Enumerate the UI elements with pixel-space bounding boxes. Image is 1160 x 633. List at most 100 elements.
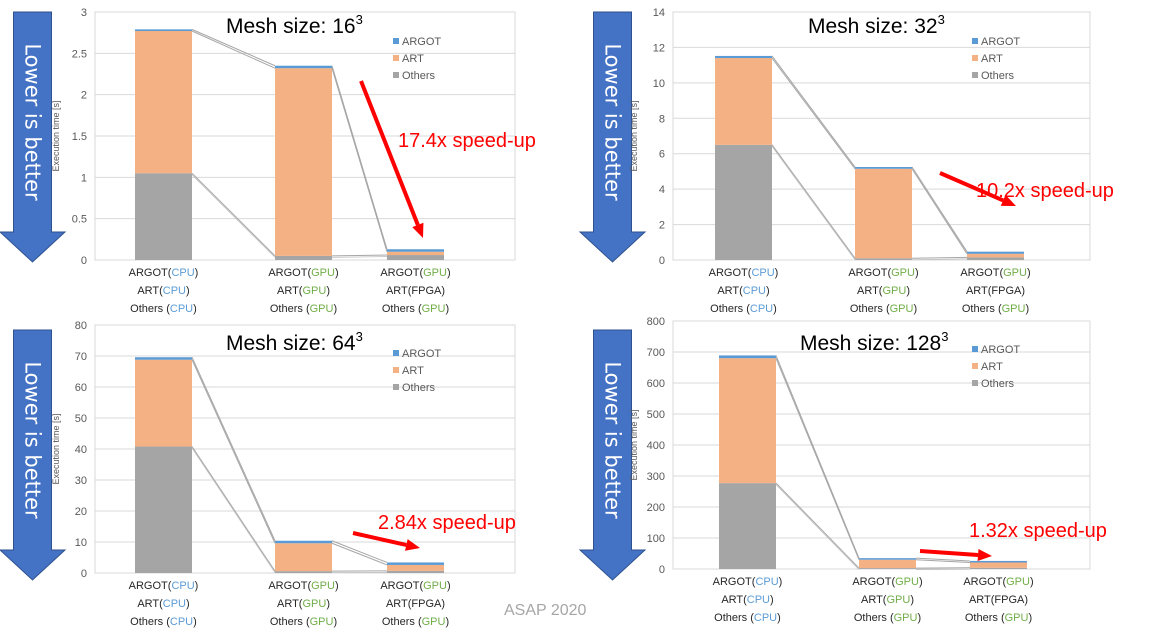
series-connector <box>331 542 388 566</box>
bar-art <box>135 359 192 447</box>
bar-others <box>970 567 1027 569</box>
category-label: ARGOT(GPU) <box>848 267 918 279</box>
y-tick-label: 6 <box>659 149 665 161</box>
y-tick-label: 30 <box>75 475 87 487</box>
y-axis-label: Execution time [s] <box>629 100 639 171</box>
legend-entry: Others <box>981 70 1015 82</box>
bar-argot <box>967 251 1024 254</box>
y-tick-label: 10 <box>653 78 665 90</box>
legend-entry: ARGOT <box>402 348 441 360</box>
series-connector <box>331 256 388 258</box>
speedup-annotation: 1.32x speed-up <box>969 520 1107 542</box>
speedup-arrow <box>919 549 979 558</box>
series-connector <box>771 144 856 259</box>
lower-is-better-label: Lower is better <box>601 43 625 201</box>
chart-title: Mesh size: 1283 <box>800 329 948 355</box>
lower-is-better-label: Lower is better <box>21 361 45 519</box>
chart-panel-1: Lower is better 0 0.5 1 1.5 2 2.5 3 Execution ti… <box>0 7 536 315</box>
legend-swatch <box>393 38 399 44</box>
footer-label: ASAP 2020 <box>504 602 587 619</box>
series-connector <box>191 172 276 257</box>
y-tick-label: 2.5 <box>72 48 87 60</box>
y-tick-label: 12 <box>653 42 665 54</box>
y-tick-label: 200 <box>647 502 665 514</box>
category-label: Others (GPU) <box>965 612 1032 624</box>
y-tick-label: 0 <box>81 255 87 267</box>
bar-argot <box>715 55 772 59</box>
chart-title: Mesh size: 643 <box>226 329 363 355</box>
category-label: ART(FPGA) <box>966 285 1025 297</box>
y-axis-label: Execution time [s] <box>629 409 639 480</box>
speedup-annotation: 10.2x speed-up <box>976 180 1114 202</box>
speedup-arrow <box>352 531 407 547</box>
category-label: Others (CPU) <box>130 616 197 628</box>
category-label: Others (CPU) <box>130 303 197 315</box>
y-tick-label: 0 <box>81 568 87 580</box>
bar-art <box>970 562 1027 568</box>
series-connector <box>191 357 276 541</box>
lower-is-better-label: Lower is better <box>601 361 625 519</box>
category-label: ART(CPU) <box>137 285 189 297</box>
lower-is-better-arrow <box>578 329 647 581</box>
category-label: Others (GPU) <box>382 616 449 628</box>
category-label: ARGOT(GPU) <box>960 267 1030 279</box>
series-connector <box>191 359 276 544</box>
y-tick-label: 600 <box>647 378 665 390</box>
legend-swatch <box>972 380 978 386</box>
speedup-arrowhead <box>1000 194 1016 206</box>
series-connector <box>191 446 276 572</box>
y-tick-label: 40 <box>75 444 87 456</box>
series-connector <box>911 258 968 261</box>
bar-others <box>967 257 1024 260</box>
y-tick-label: 4 <box>659 184 665 196</box>
y-tick-label: 300 <box>647 471 665 483</box>
legend-entry: ART <box>981 53 1003 65</box>
category-label: Others (GPU) <box>270 303 337 315</box>
category-label: ART(CPU) <box>721 594 773 606</box>
category-label: ART(GPU) <box>277 285 330 297</box>
category-label: ART(GPU) <box>277 598 330 610</box>
bar-art <box>275 68 332 256</box>
y-tick-label: 70 <box>75 351 87 363</box>
speedup-annotation: 2.84x speed-up <box>378 512 516 534</box>
speedup-annotation: 17.4x speed-up <box>398 130 536 152</box>
series-connector <box>771 55 856 168</box>
category-label: Others (GPU) <box>962 303 1029 315</box>
bar-others <box>387 255 444 260</box>
legend-swatch <box>393 72 399 78</box>
series-connector <box>775 355 860 559</box>
y-tick-label: 60 <box>75 382 87 394</box>
y-tick-label: 8 <box>659 113 665 125</box>
series-connector <box>775 484 860 570</box>
legend-entry: ART <box>981 361 1003 373</box>
bar-others <box>387 570 444 573</box>
bar-argot <box>275 540 332 544</box>
legend-swatch <box>972 38 978 44</box>
category-label: ARGOT(GPU) <box>380 580 450 592</box>
bar-art <box>859 559 916 569</box>
legend-entry: ART <box>402 53 424 65</box>
category-label: ARGOT(GPU) <box>963 576 1033 588</box>
chart-panel-2: Lower is better 0 2 4 6 8 10 12 14 Execution time… <box>578 7 1114 315</box>
lower-is-better-arrow <box>0 11 67 263</box>
bar-art <box>387 251 444 256</box>
category-label: Others (GPU) <box>382 303 449 315</box>
series-connector <box>191 30 276 69</box>
lower-is-better-arrow <box>0 329 67 581</box>
legend-entry: Others <box>402 382 436 394</box>
category-label: ART(FPGA) <box>386 598 445 610</box>
category-label: Others (CPU) <box>710 303 777 315</box>
category-label: Others (GPU) <box>854 612 921 624</box>
y-tick-label: 1.5 <box>72 131 87 143</box>
bar-others <box>859 568 916 569</box>
category-label: ART(CPU) <box>137 598 189 610</box>
series-connector <box>775 358 860 560</box>
y-tick-label: 400 <box>647 440 665 452</box>
y-tick-label: 100 <box>647 533 665 545</box>
series-connector <box>191 174 276 258</box>
y-tick-label: 0 <box>659 564 665 576</box>
bar-argot <box>275 65 332 69</box>
category-label: ARGOT(CPU) <box>709 267 779 279</box>
speedup-arrowhead <box>977 549 992 562</box>
